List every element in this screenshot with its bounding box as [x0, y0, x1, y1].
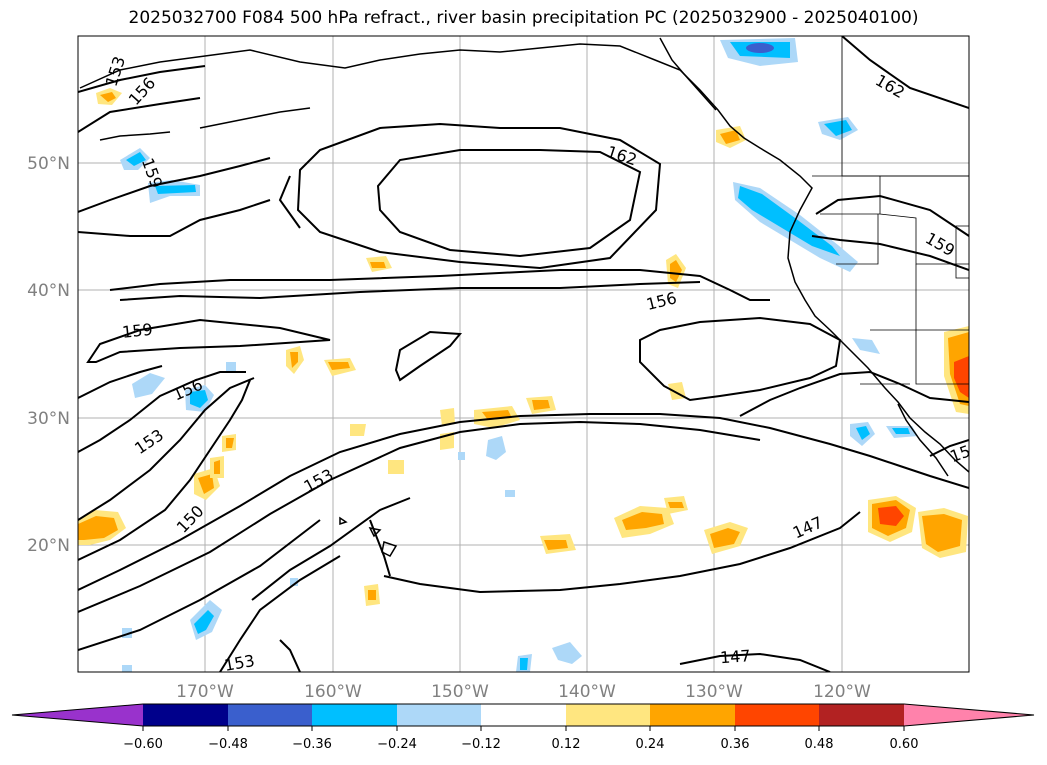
latitude-labels: 50°N 40°N 30°N 20°N	[27, 154, 70, 556]
lat-label-40n: 40°N	[27, 281, 70, 301]
lat-label-20n: 20°N	[27, 536, 70, 556]
colorbar-bin	[819, 704, 904, 726]
precip-positive-areas	[78, 88, 969, 606]
colorbar-bin	[735, 704, 819, 726]
graticule	[78, 36, 969, 672]
lon-label-170w: 170°W	[176, 682, 234, 702]
lat-label-30n: 30°N	[27, 409, 70, 429]
colorbar-bin	[650, 704, 735, 726]
colorbar-tick-label: 0.48	[805, 737, 834, 752]
lon-label-150w: 150°W	[431, 682, 489, 702]
contour-label: 147	[719, 646, 751, 667]
contour-label: 15	[947, 441, 973, 466]
colorbar-tick-label: 0.12	[552, 737, 581, 752]
coastlines	[79, 37, 969, 557]
lon-label-160w: 160°W	[304, 682, 362, 702]
contour-label: 159	[121, 320, 153, 342]
colorbar-tick-label: 0.36	[721, 737, 750, 752]
lon-label-140w: 140°W	[558, 682, 616, 702]
colorbar-tick-label: −0.48	[208, 737, 248, 752]
colorbar-tick-label: −0.60	[123, 737, 163, 752]
lon-label-130w: 130°W	[685, 682, 743, 702]
colorbar-tick-label: −0.36	[292, 737, 332, 752]
map-frame	[77, 35, 970, 673]
colorbar-bin	[312, 704, 397, 726]
colorbar: −0.60 −0.48 −0.36 −0.24 −0.12 0.12 0.24 …	[11, 703, 1035, 752]
refractivity-contours	[78, 36, 969, 672]
colorbar-bin	[143, 704, 228, 726]
colorbar-tick-label: 0.60	[890, 737, 919, 752]
colorbar-bin	[228, 704, 312, 726]
precip-negative-areas	[120, 38, 918, 672]
map-panel[interactable]: 153 156 159 162 162 159 156 159 156 153 …	[77, 35, 973, 675]
colorbar-bin	[566, 704, 650, 726]
colorbar-tick-label: 0.24	[636, 737, 665, 752]
longitude-labels: 170°W 160°W 150°W 140°W 130°W 120°W	[176, 682, 871, 702]
colorbar-bin	[397, 704, 481, 726]
colorbar-tick-label: −0.12	[461, 737, 501, 752]
contour-162-closed	[296, 122, 662, 270]
colorbar-extend-max	[904, 704, 1034, 726]
map-background	[78, 36, 969, 672]
map-title: 2025032700 F084 500 hPa refract., river …	[128, 8, 919, 28]
lon-label-120w: 120°W	[813, 682, 871, 702]
colorbar-tick-label: −0.24	[377, 737, 417, 752]
lat-label-50n: 50°N	[27, 154, 70, 174]
colorbar-extend-min	[12, 704, 143, 726]
colorbar-bin	[481, 704, 566, 726]
contour-label: 153	[223, 651, 256, 675]
contour-162-inner	[376, 149, 642, 258]
